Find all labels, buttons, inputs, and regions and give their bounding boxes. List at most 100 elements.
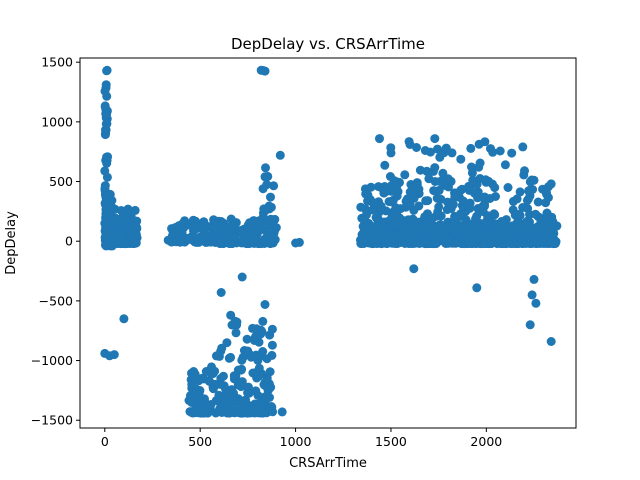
data-point	[456, 154, 466, 164]
data-point	[218, 221, 228, 231]
data-point	[474, 162, 484, 172]
data-point	[126, 223, 136, 233]
data-point	[465, 229, 475, 239]
data-point	[474, 139, 484, 149]
y-tick-label: 1000	[41, 114, 73, 129]
x-axis-label: CRSArrTime	[289, 456, 367, 471]
data-point	[216, 288, 226, 297]
data-point	[507, 148, 517, 158]
data-point	[515, 187, 525, 197]
data-point	[237, 228, 247, 238]
data-point	[430, 134, 440, 144]
data-point	[103, 152, 113, 162]
data-point	[471, 214, 480, 224]
x-axis-ticks: 0 500 1000 1500 2000	[101, 428, 502, 449]
data-point	[256, 65, 266, 75]
data-point	[197, 398, 207, 408]
data-point	[491, 192, 500, 201]
data-point	[489, 209, 499, 219]
data-point	[267, 324, 277, 334]
data-point	[356, 202, 366, 212]
data-point	[510, 210, 520, 220]
data-point	[550, 239, 560, 248]
data-point	[468, 175, 478, 185]
data-point	[427, 229, 437, 239]
data-point	[122, 216, 132, 226]
data-point	[191, 384, 201, 394]
data-point	[256, 325, 266, 335]
data-point	[226, 214, 236, 224]
data-point	[230, 232, 240, 242]
data-point	[450, 192, 460, 202]
data-point	[539, 239, 549, 248]
data-point	[167, 237, 177, 247]
data-point	[269, 181, 279, 191]
x-tick-label: 500	[188, 434, 212, 449]
data-point	[275, 150, 285, 160]
data-point	[467, 168, 477, 178]
data-point	[546, 217, 556, 227]
data-point	[524, 194, 533, 204]
data-point	[430, 177, 440, 186]
data-point	[409, 264, 419, 274]
scatter-points	[100, 65, 562, 418]
data-point	[527, 290, 537, 300]
data-point	[446, 204, 456, 213]
data-point	[258, 316, 268, 326]
data-point	[512, 194, 522, 204]
data-point	[231, 328, 241, 338]
data-point	[400, 170, 410, 180]
data-point	[487, 238, 497, 248]
data-point	[490, 183, 500, 193]
data-point	[495, 146, 505, 156]
data-point	[533, 197, 543, 207]
data-point	[412, 237, 422, 247]
data-point	[371, 230, 381, 240]
data-point	[242, 334, 252, 344]
data-point	[447, 148, 457, 158]
data-point	[542, 189, 552, 199]
data-point	[385, 215, 395, 225]
data-point	[505, 238, 515, 248]
data-point	[488, 147, 498, 157]
x-tick-label: 1000	[280, 434, 312, 449]
data-point	[420, 212, 430, 222]
data-point	[111, 214, 121, 224]
data-point	[465, 221, 475, 231]
y-tick-label: −1000	[31, 353, 73, 368]
data-point	[128, 239, 138, 249]
y-axis-ticks: −1500 −1000 −500 0 500 1000 1500	[31, 55, 80, 428]
data-point	[546, 337, 556, 346]
data-point	[266, 202, 276, 212]
data-point	[531, 298, 541, 308]
data-point	[226, 310, 236, 320]
data-point	[232, 317, 242, 327]
data-point	[432, 193, 442, 203]
data-point	[227, 385, 237, 395]
data-point	[198, 221, 208, 231]
data-point	[392, 191, 402, 201]
data-point	[386, 148, 396, 158]
chart-title: DepDelay vs. CRSArrTime	[231, 35, 425, 53]
data-point	[431, 212, 441, 221]
data-point	[542, 208, 552, 218]
data-point	[250, 230, 260, 240]
data-point	[518, 142, 528, 152]
data-point	[277, 407, 287, 417]
data-point	[518, 203, 528, 212]
y-tick-label: 500	[49, 174, 73, 189]
data-point	[191, 216, 200, 226]
data-point	[397, 221, 407, 230]
data-point	[236, 365, 246, 375]
data-point	[381, 232, 390, 242]
y-tick-label: −500	[39, 293, 73, 308]
data-point	[264, 224, 274, 233]
data-point	[380, 182, 390, 191]
data-point	[361, 189, 371, 199]
data-point	[221, 231, 231, 241]
data-point	[131, 229, 141, 239]
data-point	[210, 379, 220, 389]
data-point	[218, 371, 228, 381]
data-point	[109, 350, 119, 360]
data-point	[258, 184, 268, 194]
